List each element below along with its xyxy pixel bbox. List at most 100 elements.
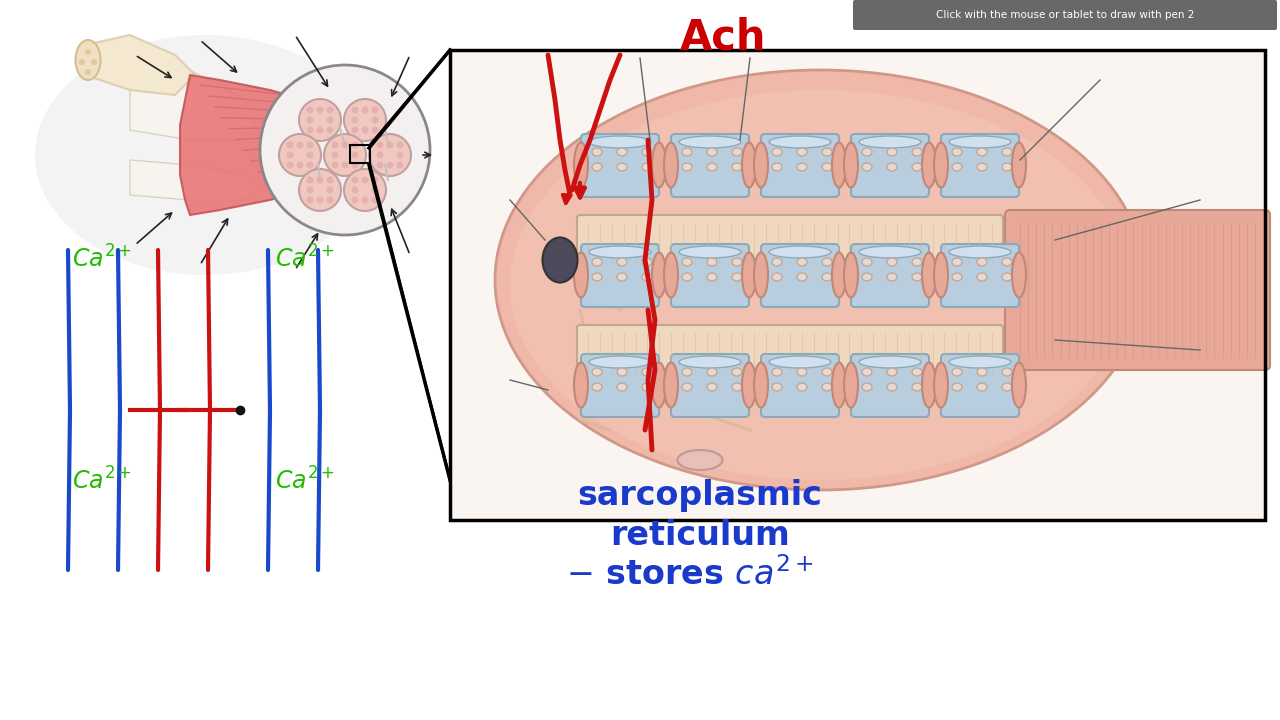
- Ellipse shape: [682, 148, 692, 156]
- Ellipse shape: [952, 163, 963, 171]
- Text: reticulum: reticulum: [611, 519, 790, 552]
- Ellipse shape: [861, 163, 872, 171]
- Ellipse shape: [948, 136, 1011, 148]
- Ellipse shape: [589, 246, 652, 258]
- Circle shape: [316, 107, 324, 114]
- Ellipse shape: [859, 356, 922, 368]
- Ellipse shape: [682, 383, 692, 391]
- Ellipse shape: [643, 148, 652, 156]
- Ellipse shape: [887, 148, 897, 156]
- Ellipse shape: [682, 258, 692, 266]
- Ellipse shape: [822, 273, 832, 281]
- Ellipse shape: [35, 35, 375, 275]
- Ellipse shape: [678, 246, 741, 258]
- Ellipse shape: [495, 70, 1146, 490]
- Ellipse shape: [1012, 143, 1027, 187]
- FancyBboxPatch shape: [671, 134, 749, 197]
- Ellipse shape: [911, 273, 922, 281]
- Ellipse shape: [732, 148, 742, 156]
- Ellipse shape: [887, 273, 897, 281]
- Ellipse shape: [887, 163, 897, 171]
- Ellipse shape: [772, 368, 782, 376]
- Circle shape: [342, 161, 348, 168]
- Ellipse shape: [934, 362, 948, 408]
- Ellipse shape: [754, 143, 768, 187]
- Circle shape: [376, 161, 384, 168]
- Ellipse shape: [1012, 362, 1027, 408]
- Circle shape: [352, 161, 358, 168]
- Circle shape: [326, 127, 334, 133]
- Circle shape: [371, 176, 379, 184]
- Ellipse shape: [934, 143, 948, 187]
- Ellipse shape: [573, 143, 588, 187]
- Ellipse shape: [887, 383, 897, 391]
- FancyBboxPatch shape: [852, 0, 1277, 30]
- Ellipse shape: [1002, 258, 1012, 266]
- Text: Ach: Ach: [680, 17, 767, 59]
- Ellipse shape: [1002, 148, 1012, 156]
- Circle shape: [306, 127, 314, 133]
- Ellipse shape: [732, 273, 742, 281]
- FancyBboxPatch shape: [851, 354, 929, 417]
- Ellipse shape: [682, 368, 692, 376]
- Ellipse shape: [707, 368, 717, 376]
- Ellipse shape: [677, 450, 722, 470]
- Ellipse shape: [76, 40, 101, 80]
- Ellipse shape: [682, 163, 692, 171]
- Circle shape: [371, 127, 379, 133]
- Ellipse shape: [754, 253, 768, 297]
- Ellipse shape: [324, 134, 366, 176]
- Ellipse shape: [754, 362, 768, 408]
- Circle shape: [352, 117, 358, 124]
- Ellipse shape: [822, 258, 832, 266]
- Circle shape: [376, 142, 384, 148]
- Ellipse shape: [832, 253, 846, 297]
- Ellipse shape: [643, 273, 652, 281]
- Ellipse shape: [772, 258, 782, 266]
- Circle shape: [260, 65, 430, 235]
- Circle shape: [371, 186, 379, 194]
- FancyBboxPatch shape: [577, 325, 1004, 381]
- Ellipse shape: [772, 273, 782, 281]
- Ellipse shape: [952, 273, 963, 281]
- Circle shape: [352, 186, 358, 194]
- Ellipse shape: [300, 99, 340, 141]
- Circle shape: [287, 151, 293, 158]
- Circle shape: [371, 197, 379, 204]
- Circle shape: [332, 151, 338, 158]
- Ellipse shape: [797, 163, 806, 171]
- Ellipse shape: [769, 356, 831, 368]
- Circle shape: [297, 161, 303, 168]
- FancyBboxPatch shape: [671, 244, 749, 307]
- Ellipse shape: [589, 356, 652, 368]
- Ellipse shape: [797, 383, 806, 391]
- Ellipse shape: [977, 148, 987, 156]
- Ellipse shape: [344, 99, 387, 141]
- Ellipse shape: [948, 356, 1011, 368]
- Ellipse shape: [742, 362, 756, 408]
- Ellipse shape: [832, 143, 846, 187]
- Ellipse shape: [952, 383, 963, 391]
- Circle shape: [306, 151, 314, 158]
- Ellipse shape: [797, 368, 806, 376]
- FancyBboxPatch shape: [581, 244, 659, 307]
- Circle shape: [84, 49, 91, 55]
- Circle shape: [306, 176, 314, 184]
- FancyBboxPatch shape: [581, 354, 659, 417]
- Circle shape: [306, 117, 314, 124]
- Bar: [349, 145, 370, 163]
- FancyBboxPatch shape: [941, 354, 1019, 417]
- Ellipse shape: [797, 258, 806, 266]
- Ellipse shape: [822, 163, 832, 171]
- Ellipse shape: [772, 383, 782, 391]
- Ellipse shape: [832, 362, 846, 408]
- Ellipse shape: [617, 273, 627, 281]
- Ellipse shape: [948, 246, 1011, 258]
- Circle shape: [361, 197, 369, 204]
- Ellipse shape: [769, 246, 831, 258]
- Ellipse shape: [911, 368, 922, 376]
- Circle shape: [316, 197, 324, 204]
- Circle shape: [361, 176, 369, 184]
- Ellipse shape: [822, 148, 832, 156]
- Ellipse shape: [844, 253, 858, 297]
